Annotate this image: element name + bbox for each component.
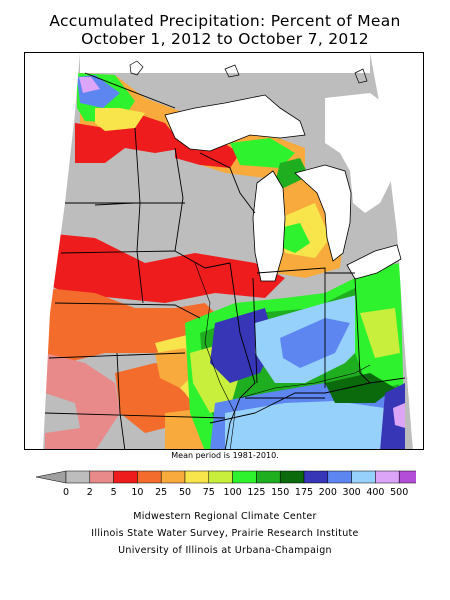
legend-label: 10 [131,487,144,498]
legend-swatch [375,470,400,484]
region-indiana-blue [280,318,350,368]
georgian-bay-area [325,93,397,213]
legend-label: 400 [366,487,385,498]
legend-label: 175 [294,487,314,498]
precipitation-map [24,52,424,450]
region-up-green [230,138,295,168]
map-date-range: October 1, 2012 to October 7, 2012 [81,30,369,48]
region-se-purple [393,403,405,428]
legend-swatches [65,470,416,484]
outside-domain-right [370,53,423,449]
credit-mrcc: Midwestern Regional Climate Center [133,511,317,522]
legend-label: 25 [155,487,168,498]
legend-swatch [327,470,352,484]
lake-huron [294,164,352,262]
state-boundaries [44,72,406,449]
color-legend [36,470,416,484]
legend-swatch [279,470,305,484]
region-south-lightblue [225,401,400,449]
legend-label: 300 [342,487,361,498]
legend-label: 2 [86,487,93,498]
lake-michigan [252,170,286,282]
outside-domain-left [25,53,80,449]
lake-superior [164,94,306,152]
legend-label: 500 [390,487,409,498]
legend-swatch [303,470,329,484]
map-title: Accumulated Precipitation: Percent of Me… [49,12,401,30]
legend-label: 75 [202,487,215,498]
legend-label: 200 [318,487,337,498]
legend-swatch [351,470,376,484]
mean-period-note: Mean period is 1981-2010. [171,451,279,460]
legend-swatch [184,470,210,484]
legend-arrow [36,470,67,484]
region-west-red [45,233,285,303]
legend-swatch [137,470,162,484]
legend-label: 5 [110,487,117,498]
region-mn-purple-top [79,77,100,93]
legend-label: 50 [178,487,192,498]
legend-swatch [208,470,233,484]
region-se-darkblue [380,383,405,449]
legend-swatch [160,470,186,484]
credit-isws: Illinois State Water Survey, Prairie Res… [91,528,359,539]
region-west-gray-sw [45,393,80,433]
legend-label: 0 [62,487,70,498]
legend-swatch [232,470,257,484]
region-missouri-orange [155,348,195,388]
legend-swatch [65,470,91,484]
rivers [194,262,371,449]
legend-swatch [398,470,416,484]
legend-swatch [113,470,138,484]
legend-label: 125 [247,487,266,498]
canada-islands [129,60,368,84]
region-ohio-lime [360,308,400,358]
region-mn-yellow-band [95,108,145,131]
legend-swatch [256,470,281,484]
legend-swatch [89,470,114,484]
region-kentucky-darkgreen [325,373,395,403]
region-mn-red-band [75,113,185,163]
legend-label: 150 [271,487,290,498]
legend-label: 100 [223,487,242,498]
region-michigan-green [280,223,310,253]
credit-uiuc: University of Illinois at Urbana-Champai… [118,545,332,556]
outside-domain-top [80,53,370,73]
